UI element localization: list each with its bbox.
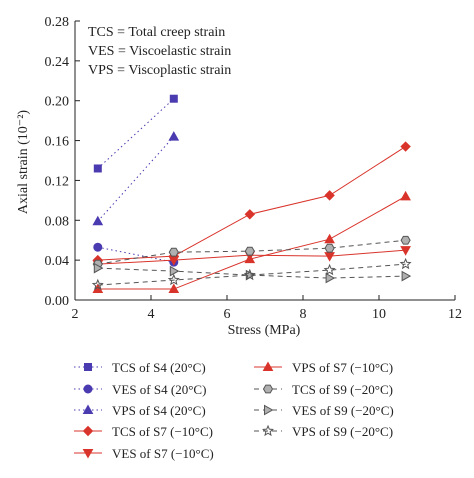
- data-point: [400, 235, 411, 245]
- y-tick-label: 0.24: [45, 55, 70, 70]
- x-tick-label: 10: [372, 307, 386, 322]
- x-tick-label: 4: [148, 307, 155, 322]
- legend-label: VES of S4 (20°C): [112, 382, 206, 397]
- series-4: [92, 141, 411, 266]
- data-point: [93, 164, 102, 173]
- legend-marker: [262, 384, 274, 394]
- data-point: [168, 131, 180, 141]
- data-point: [168, 283, 180, 294]
- series-line: [97, 98, 175, 169]
- legend-item-1: TCS of S4 (20°C): [74, 360, 206, 375]
- x-tick-label: 2: [72, 307, 79, 322]
- annotation-block: TCS = Total creep strain VES = Viscoelas…: [88, 25, 231, 78]
- plot-area: 2 4 6 8 10 12 0.00 0.04 0.08 0.12 0.16 0.20 0.24 0.28: [45, 15, 463, 322]
- legend-item-3: VPS of S4 (20°C): [74, 403, 206, 418]
- annotation-vps: VPS = Viscoplastic strain: [88, 63, 231, 78]
- legend-marker: [262, 424, 274, 437]
- data-point: [324, 243, 335, 253]
- legend-marker: [83, 384, 93, 394]
- x-tick-label: 6: [224, 307, 231, 322]
- data-point: [400, 141, 411, 152]
- series-line: [97, 146, 406, 261]
- y-tick-label: 0.00: [45, 294, 70, 309]
- legend-label: VPS of S7 (−10°C): [292, 360, 393, 375]
- data-point: [325, 272, 336, 284]
- series-line: [97, 136, 175, 222]
- data-point: [167, 273, 180, 286]
- legend-label: TCS of S7 (−10°C): [112, 424, 213, 439]
- data-point: [169, 265, 180, 277]
- series-1: [93, 94, 178, 173]
- series-3: [92, 131, 180, 226]
- y-tick-label: 0.16: [45, 135, 70, 150]
- data-point: [243, 268, 256, 281]
- y-tick-label: 0.28: [45, 15, 70, 30]
- data-point: [324, 190, 335, 201]
- legend-item-6: VPS of S7 (−10°C): [254, 360, 393, 375]
- data-point: [401, 270, 412, 282]
- y-axis-label: Axial strain (10⁻²): [16, 110, 31, 214]
- x-tick-label: 12: [448, 307, 462, 322]
- legend-item-4: TCS of S7 (−10°C): [74, 424, 213, 439]
- data-point: [168, 256, 180, 266]
- legend-label: TCS of S9 (−20°C): [292, 382, 393, 397]
- series-9: [91, 257, 412, 291]
- data-point: [92, 215, 104, 226]
- legend-marker: [264, 404, 274, 416]
- data-point: [400, 246, 411, 256]
- legend-marker: [82, 425, 94, 437]
- y-tick-label: 0.12: [45, 174, 70, 189]
- series-line: [97, 263, 406, 286]
- legend-marker: [84, 363, 92, 371]
- data-point: [324, 252, 335, 262]
- legend-label: TCS of S4 (20°C): [112, 360, 206, 375]
- x-tick-label: 8: [300, 307, 307, 322]
- data-point: [324, 233, 335, 244]
- annotation-tcs: TCS = Total creep strain: [88, 25, 225, 40]
- data-point: [244, 246, 255, 256]
- x-axis-label: Stress (MPa): [228, 323, 301, 338]
- legend-item-8: VES of S9 (−20°C): [254, 403, 394, 418]
- legend-item-2: VES of S4 (20°C): [74, 382, 206, 397]
- data-point: [93, 262, 104, 274]
- data-point: [93, 242, 103, 252]
- legend-label: VES of S7 (−10°C): [112, 446, 214, 461]
- data-point: [168, 247, 179, 257]
- y-tick-label: 0.08: [45, 214, 70, 229]
- legend-item-5: VES of S7 (−10°C): [74, 446, 214, 461]
- data-point: [323, 263, 336, 276]
- data-point: [244, 209, 256, 220]
- data-point: [400, 190, 411, 201]
- data-point: [91, 278, 104, 291]
- data-point: [244, 253, 256, 264]
- y-tick-label: 0.20: [45, 95, 70, 110]
- data-point: [169, 94, 178, 103]
- data-point: [399, 257, 412, 270]
- legend: TCS of S4 (20°C) VES of S4 (20°C) VPS of S…: [74, 360, 394, 461]
- annotation-ves: VES = Viscoelastic strain: [88, 44, 231, 59]
- legend-marker: [82, 449, 94, 459]
- legend-marker: [82, 404, 94, 414]
- legend-item-7: TCS of S9 (−20°C): [254, 382, 393, 397]
- series-7: [92, 235, 411, 269]
- series-2: [93, 242, 179, 267]
- legend-item-9: VPS of S9 (−20°C): [254, 424, 393, 439]
- series-6: [92, 190, 411, 294]
- legend-label: VPS of S9 (−20°C): [292, 424, 393, 439]
- y-tick-label: 0.04: [45, 254, 70, 269]
- legend-label: VPS of S4 (20°C): [112, 403, 206, 418]
- legend-marker: [262, 361, 274, 371]
- legend-label: VES of S9 (−20°C): [292, 403, 394, 418]
